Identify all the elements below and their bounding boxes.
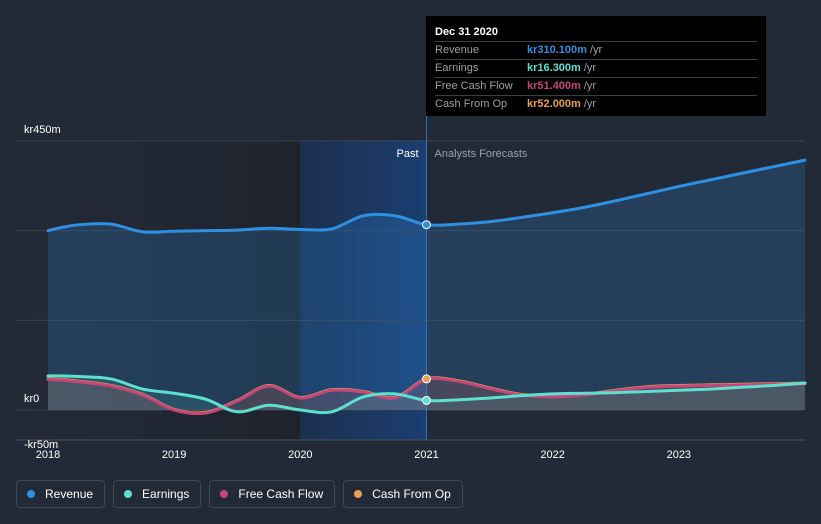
tooltip-revenue-label: Revenue [435, 44, 480, 56]
tooltip-row-revenue: Revenue kr310.100m /yr [435, 41, 757, 59]
legend-label: Cash From Op [372, 487, 451, 501]
forecast-label: Analysts Forecasts [435, 148, 528, 160]
y-tick-label: kr0 [24, 393, 39, 405]
tooltip-row-cfo: Cash From Op kr52.000m /yr [435, 95, 757, 113]
tooltip-revenue-value: kr310.100m [527, 44, 587, 56]
series-line-earnings [46, 374, 807, 415]
tooltip-cfo-value: kr52.000m [527, 98, 581, 110]
legend-label: Free Cash Flow [238, 487, 324, 501]
x-tick-label: 2018 [36, 449, 60, 461]
tooltip: Dec 31 2020 Revenue kr310.100m /yr Earni… [426, 16, 766, 116]
tooltip-unit: /yr [583, 62, 597, 74]
legend-item-free-cash-flow[interactable]: Free Cash Flow [209, 480, 336, 508]
series-area-revenue [48, 160, 805, 410]
tooltip-cfo-label: Cash From Op [435, 98, 508, 110]
tooltip-fcf-label: Free Cash Flow [435, 80, 513, 92]
data-point-revenue [422, 220, 431, 230]
tooltip-unit: /yr [589, 44, 603, 56]
data-point-cash-from-op [422, 374, 431, 384]
series-area-earnings [48, 375, 805, 413]
tooltip-earnings-label: Earnings [435, 62, 479, 74]
legend-label: Earnings [142, 487, 190, 501]
y-tick-label: kr450m [24, 124, 61, 136]
legend-dot-icon [124, 490, 133, 498]
x-tick-label: 2023 [667, 449, 691, 461]
legend-label: Revenue [45, 487, 94, 501]
x-tick-label: 2020 [288, 449, 312, 461]
y-tick-label: -kr50m [24, 439, 58, 451]
series-area-cash-from-op [48, 377, 805, 413]
tooltip-unit: /yr [583, 98, 597, 110]
tooltip-fcf-value: kr51.400m [527, 80, 581, 92]
legend-dot-icon [220, 490, 229, 498]
legend-item-earnings[interactable]: Earnings [113, 480, 202, 508]
tooltip-earnings-value: kr16.300m [527, 62, 581, 74]
legend-item-cash-from-op[interactable]: Cash From Op [343, 480, 463, 508]
tooltip-unit: /yr [583, 80, 597, 92]
legend-dot-icon [27, 490, 35, 498]
legend: Revenue Earnings Free Cash Flow Cash Fro… [16, 480, 463, 508]
x-tick-label: 2022 [540, 449, 564, 461]
legend-dot-icon [354, 490, 363, 498]
tooltip-row-fcf: Free Cash Flow kr51.400m /yr [435, 77, 757, 95]
series-line-free-cash-flow [46, 376, 807, 416]
series-line-revenue [46, 158, 807, 234]
x-tick-label: 2021 [414, 449, 438, 461]
tooltip-row-earnings: Earnings kr16.300m /yr [435, 59, 757, 77]
legend-item-revenue[interactable]: Revenue [16, 480, 106, 508]
past-label: Past [396, 148, 418, 160]
data-point-earnings [422, 395, 431, 405]
tooltip-date: Dec 31 2020 [435, 26, 498, 38]
x-tick-label: 2019 [162, 449, 186, 461]
